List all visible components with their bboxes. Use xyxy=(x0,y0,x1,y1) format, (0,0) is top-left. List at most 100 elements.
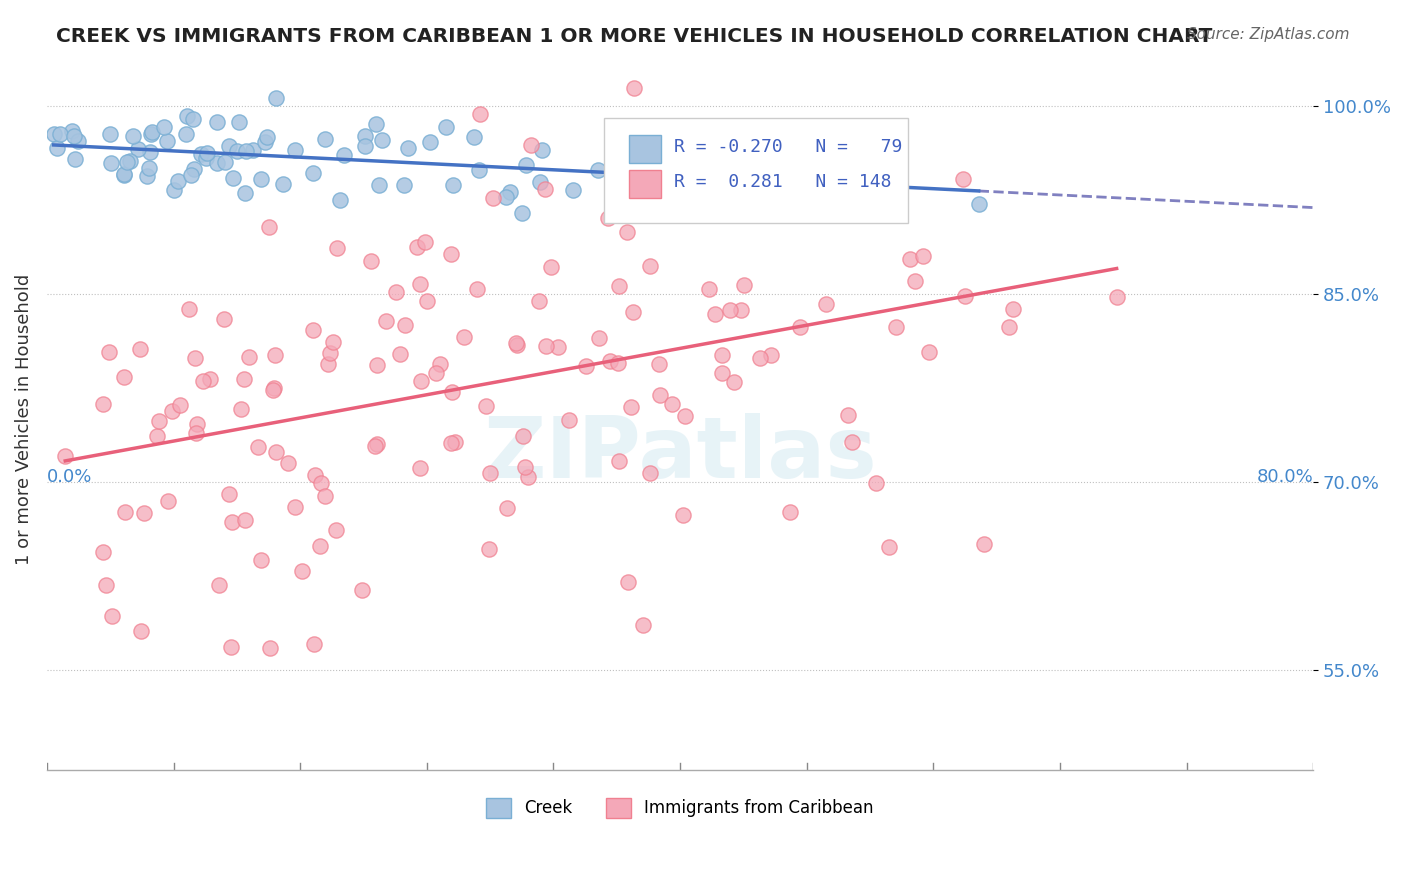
Point xyxy=(157,494,180,508)
Point xyxy=(186,417,208,432)
Point xyxy=(599,353,621,368)
Point xyxy=(586,162,609,177)
Point xyxy=(181,112,204,126)
Point xyxy=(250,171,273,186)
Point xyxy=(865,476,887,491)
Point xyxy=(998,319,1021,334)
Point xyxy=(177,302,200,317)
Point xyxy=(139,127,162,141)
Point xyxy=(779,505,801,519)
Point xyxy=(475,399,498,413)
Point xyxy=(129,624,152,638)
Point xyxy=(219,640,242,654)
Point xyxy=(60,124,83,138)
Point xyxy=(616,575,638,590)
Point xyxy=(409,461,432,475)
Point xyxy=(752,183,775,197)
Point xyxy=(42,128,65,142)
Point xyxy=(415,294,437,309)
Point xyxy=(118,153,141,168)
Point xyxy=(479,466,502,480)
Point xyxy=(304,637,326,651)
Point xyxy=(91,396,114,410)
Point xyxy=(183,162,205,177)
Point xyxy=(749,351,772,365)
Point xyxy=(316,357,339,371)
Point xyxy=(190,147,212,161)
Point xyxy=(814,137,837,152)
Point xyxy=(127,142,149,156)
Point xyxy=(366,117,388,131)
Point xyxy=(385,285,408,299)
Point xyxy=(441,178,464,192)
Point xyxy=(394,318,416,333)
Point xyxy=(904,274,927,288)
Point xyxy=(146,429,169,443)
Point xyxy=(264,445,287,459)
Point xyxy=(53,450,76,464)
Point xyxy=(218,138,240,153)
Point xyxy=(434,120,457,134)
Point xyxy=(540,260,562,274)
Bar xyxy=(630,136,661,163)
Point xyxy=(325,523,347,537)
Point xyxy=(169,398,191,412)
Point xyxy=(640,467,662,481)
Point xyxy=(515,460,537,475)
Point xyxy=(253,135,276,149)
Point xyxy=(877,541,900,555)
Point xyxy=(264,348,287,362)
Point xyxy=(517,470,540,484)
Point xyxy=(547,340,569,354)
Point xyxy=(409,277,432,292)
Point xyxy=(614,172,637,186)
Point xyxy=(425,366,447,380)
Point xyxy=(309,540,332,554)
Point xyxy=(238,350,260,364)
Point xyxy=(309,475,332,490)
Point xyxy=(212,312,235,326)
Point xyxy=(328,193,350,207)
Point xyxy=(233,513,256,527)
Point xyxy=(481,191,503,205)
Point xyxy=(711,348,734,362)
Legend: Creek, Immigrants from Caribbean: Creek, Immigrants from Caribbean xyxy=(479,791,880,825)
Point xyxy=(214,155,236,169)
Point xyxy=(302,166,325,180)
Point xyxy=(562,183,585,197)
Point xyxy=(952,172,974,186)
Point xyxy=(419,135,441,149)
Point xyxy=(314,132,336,146)
Point xyxy=(101,609,124,624)
Text: Source: ZipAtlas.com: Source: ZipAtlas.com xyxy=(1187,27,1350,42)
Point xyxy=(67,134,90,148)
Point xyxy=(122,128,145,143)
Point xyxy=(207,156,229,170)
Point xyxy=(463,130,485,145)
Point xyxy=(128,343,150,357)
Point xyxy=(156,134,179,148)
Point xyxy=(153,120,176,134)
Point xyxy=(48,127,70,141)
Point xyxy=(575,359,598,373)
Point xyxy=(440,247,463,261)
Point xyxy=(620,400,643,414)
Point xyxy=(246,440,269,454)
Point xyxy=(63,128,86,143)
Point xyxy=(973,537,995,551)
Point xyxy=(232,372,254,386)
Point xyxy=(367,178,389,192)
Point xyxy=(163,183,186,197)
Point xyxy=(271,177,294,191)
Point xyxy=(841,434,863,449)
Point xyxy=(478,541,501,556)
Point xyxy=(496,501,519,516)
Point xyxy=(263,381,285,395)
Text: ZIPatlas: ZIPatlas xyxy=(484,413,877,496)
Point xyxy=(45,141,67,155)
Point xyxy=(198,372,221,386)
Point xyxy=(249,552,271,566)
Point xyxy=(259,641,281,656)
Point xyxy=(605,153,627,167)
Point xyxy=(117,155,139,169)
